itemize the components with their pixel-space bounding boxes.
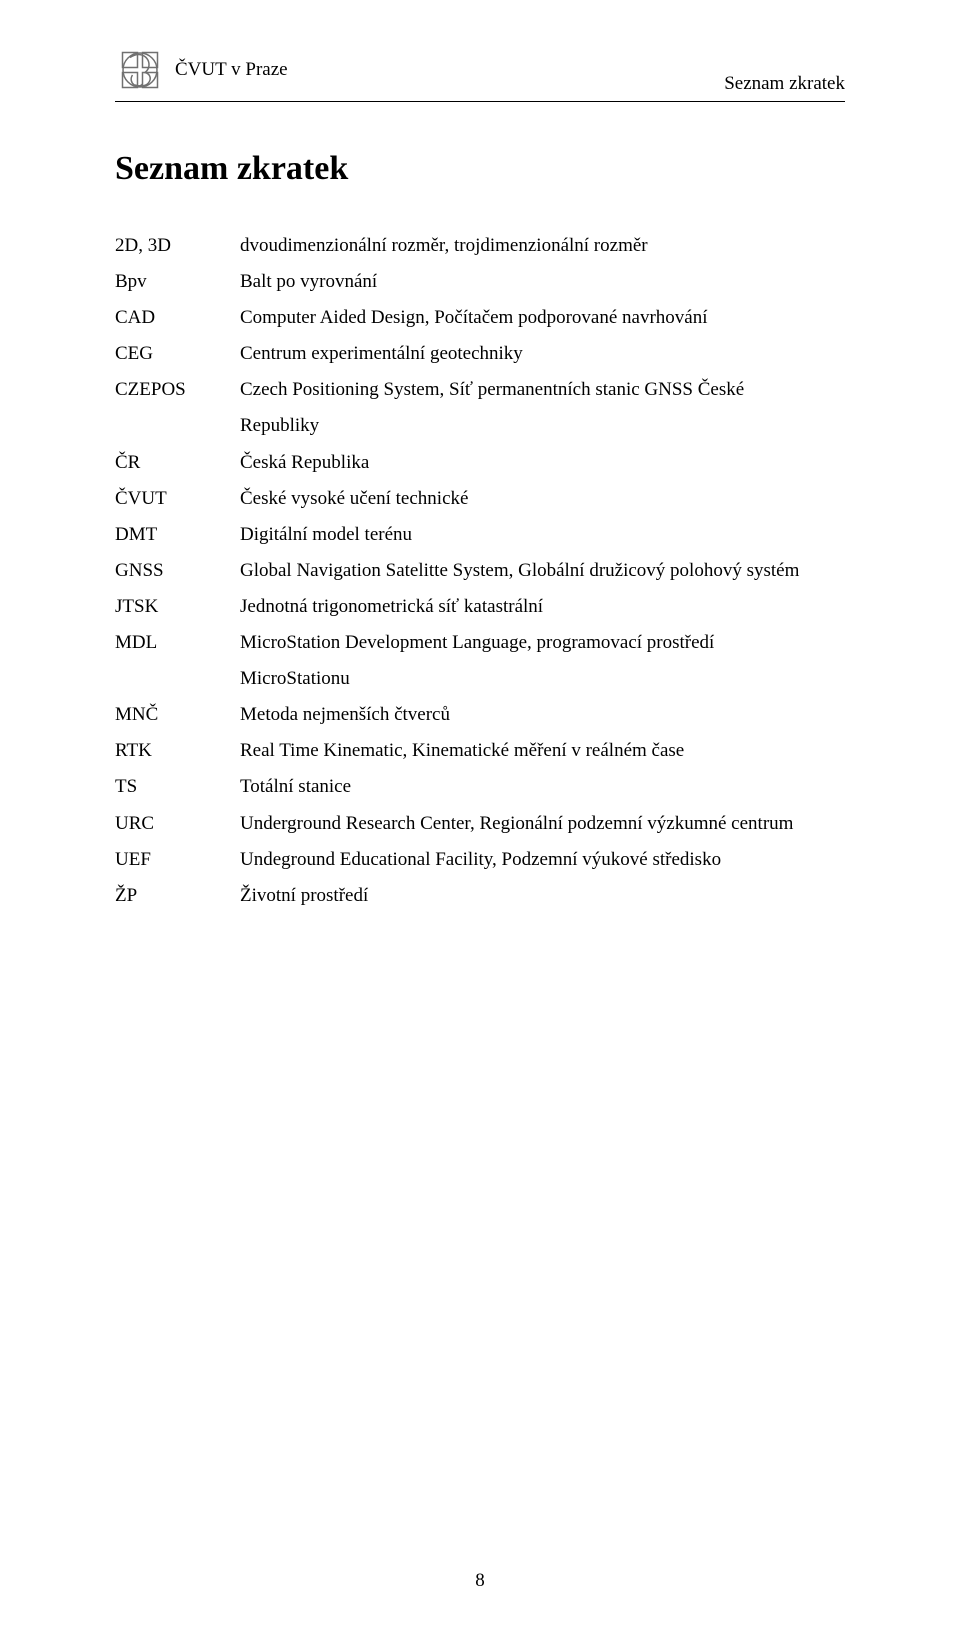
page-title: Seznam zkratek (115, 150, 845, 188)
page-number: 8 (0, 1570, 960, 1592)
abbr-definition: Real Time Kinematic, Kinematické měření … (240, 733, 845, 769)
abbr-row: TS Totální stanice (115, 769, 845, 805)
cvut-logo-icon (115, 45, 165, 95)
abbr-definition: MicroStationu (240, 661, 845, 697)
abbr-term: ČR (115, 445, 240, 481)
abbr-term: GNSS (115, 553, 240, 589)
page: ČVUT v Praze Seznam zkratek Seznam zkrat… (0, 0, 960, 1642)
abbr-row: ČVUT České vysoké učení technické (115, 481, 845, 517)
abbr-term: UEF (115, 842, 240, 878)
abbr-definition: Digitální model terénu (240, 517, 845, 553)
abbr-definition: Jednotná trigonometrická síť katastrální (240, 589, 845, 625)
abbr-term: ČVUT (115, 481, 240, 517)
abbr-definition: České vysoké učení technické (240, 481, 845, 517)
header-left: ČVUT v Praze (115, 45, 288, 95)
abbr-term: 2D, 3D (115, 228, 240, 264)
abbr-definition: Computer Aided Design, Počítačem podporo… (240, 300, 845, 336)
abbr-definition: Životní prostředí (240, 878, 845, 914)
abbr-term: CZEPOS (115, 372, 240, 408)
abbr-row-continuation: MicroStationu (115, 661, 845, 697)
abbr-definition: Undeground Educational Facility, Podzemn… (240, 842, 845, 878)
abbr-row: CZEPOS Czech Positioning System, Síť per… (115, 372, 845, 408)
abbr-definition: Underground Research Center, Regionální … (240, 806, 845, 842)
abbr-term: CEG (115, 336, 240, 372)
abbr-term: URC (115, 806, 240, 842)
abbr-definition: Republiky (240, 408, 845, 444)
abbr-definition: Global Navigation Satelitte System, Glob… (240, 553, 845, 589)
abbr-row: JTSK Jednotná trigonometrická síť katast… (115, 589, 845, 625)
abbr-definition: Balt po vyrovnání (240, 264, 845, 300)
abbr-definition: Metoda nejmenších čtverců (240, 697, 845, 733)
abbr-row: URC Underground Research Center, Regioná… (115, 806, 845, 842)
abbr-row: MNČ Metoda nejmenších čtverců (115, 697, 845, 733)
abbr-row-continuation: Republiky (115, 408, 845, 444)
abbr-term: ŽP (115, 878, 240, 914)
abbr-row: RTK Real Time Kinematic, Kinematické měř… (115, 733, 845, 769)
abbr-row: Bpv Balt po vyrovnání (115, 264, 845, 300)
abbr-term: MNČ (115, 697, 240, 733)
abbr-term: JTSK (115, 589, 240, 625)
abbr-row: ČR Česká Republika (115, 445, 845, 481)
header-section: Seznam zkratek (724, 74, 845, 95)
abbr-term: Bpv (115, 264, 240, 300)
abbr-row: CAD Computer Aided Design, Počítačem pod… (115, 300, 845, 336)
page-header: ČVUT v Praze Seznam zkratek (115, 45, 845, 102)
abbr-row: UEF Undeground Educational Facility, Pod… (115, 842, 845, 878)
abbr-definition: Totální stanice (240, 769, 845, 805)
abbr-term: MDL (115, 625, 240, 661)
abbr-row: DMT Digitální model terénu (115, 517, 845, 553)
abbr-term: DMT (115, 517, 240, 553)
abbr-definition: Czech Positioning System, Síť permanentn… (240, 372, 845, 408)
abbr-term: TS (115, 769, 240, 805)
abbr-row: ŽP Životní prostředí (115, 878, 845, 914)
abbreviation-list: 2D, 3D dvoudimenzionální rozměr, trojdim… (115, 228, 845, 914)
abbr-definition: MicroStation Development Language, progr… (240, 625, 845, 661)
abbr-term: CAD (115, 300, 240, 336)
abbr-row: CEG Centrum experimentální geotechniky (115, 336, 845, 372)
header-institution: ČVUT v Praze (175, 60, 288, 81)
abbr-definition: Centrum experimentální geotechniky (240, 336, 845, 372)
abbr-definition: Česká Republika (240, 445, 845, 481)
abbr-row: MDL MicroStation Development Language, p… (115, 625, 845, 661)
abbr-term: RTK (115, 733, 240, 769)
abbr-row: 2D, 3D dvoudimenzionální rozměr, trojdim… (115, 228, 845, 264)
abbr-row: GNSS Global Navigation Satelitte System,… (115, 553, 845, 589)
abbr-definition: dvoudimenzionální rozměr, trojdimenzioná… (240, 228, 845, 264)
